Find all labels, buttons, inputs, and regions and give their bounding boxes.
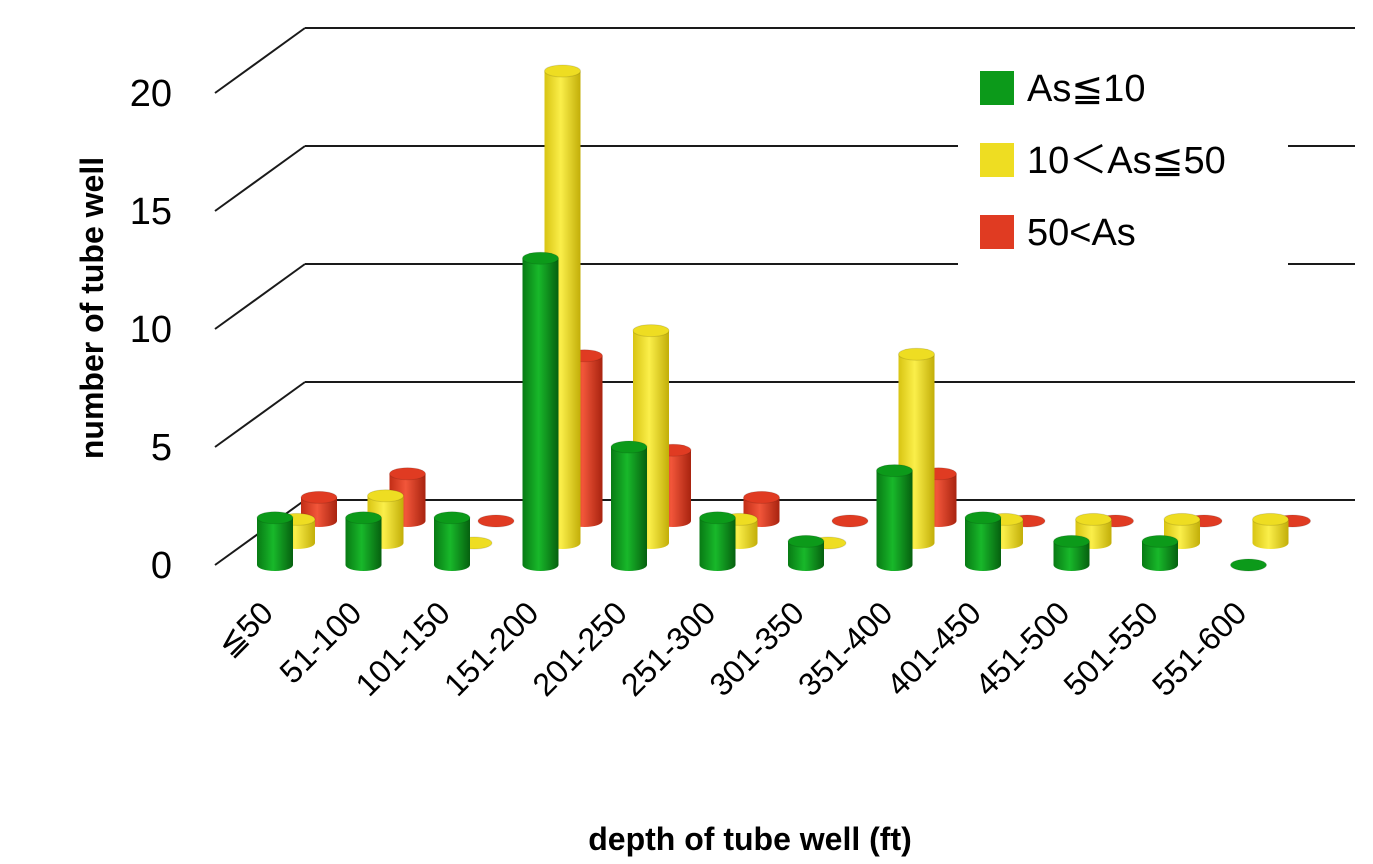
y-tick-label: 15 [130,191,172,233]
x-tick-label: 151-200 [437,594,545,702]
bar [345,511,382,571]
bar [256,511,294,571]
bar [787,534,825,571]
legend-item: 50<As [980,212,1136,254]
bars [256,64,1311,572]
y-tick-label: 20 [130,73,172,115]
bar [389,467,426,527]
x-tick-label: 351-400 [791,594,899,702]
bar [1163,512,1201,549]
bar [964,511,1002,571]
x-tick-label: 401-450 [879,594,987,702]
x-tick-label: 201-250 [525,594,633,702]
bar [831,514,869,528]
bar [876,464,913,571]
y-axis-title: number of tube well [74,157,110,459]
legend-item: As≦10 [980,68,1145,110]
bar [1053,534,1090,571]
y-axis: 0 5 10 15 20 [130,73,172,587]
bar [699,511,736,571]
gridline [214,27,1355,94]
bar [522,251,559,571]
legend-item: 10＜As≦50 [980,140,1226,182]
y-tick-label: 0 [151,545,172,587]
bar [433,511,471,571]
bar [477,514,515,528]
legend-label: 50<As [1027,212,1136,254]
bar [1252,512,1289,549]
gridline [214,381,1355,448]
x-tick-label: 551-600 [1145,594,1253,702]
legend-swatch [980,215,1014,249]
gridline [214,263,1355,330]
x-axis: ≦5051-100101-150151-200201-250251-300301… [210,594,1253,702]
x-tick-label: 451-500 [968,594,1076,702]
bar [610,440,648,571]
legend-swatch [980,71,1014,105]
x-tick-label: ≦50 [210,594,280,664]
legend-swatch [980,143,1014,177]
y-tick-label: 10 [130,309,172,351]
legend-label: 10＜As≦50 [1027,140,1226,182]
x-tick-label: 301-350 [702,594,810,702]
legend-label: As≦10 [1027,68,1145,110]
x-tick-label: 251-300 [614,594,722,702]
bar [1230,558,1267,572]
bar [1141,534,1179,571]
x-axis-title: depth of tube well (ft) [588,821,912,857]
x-tick-label: 501-550 [1056,594,1164,702]
y-tick-label: 5 [151,427,172,469]
legend: As≦10 10＜As≦50 50<As [958,50,1288,270]
x-tick-label: 101-150 [348,594,456,702]
